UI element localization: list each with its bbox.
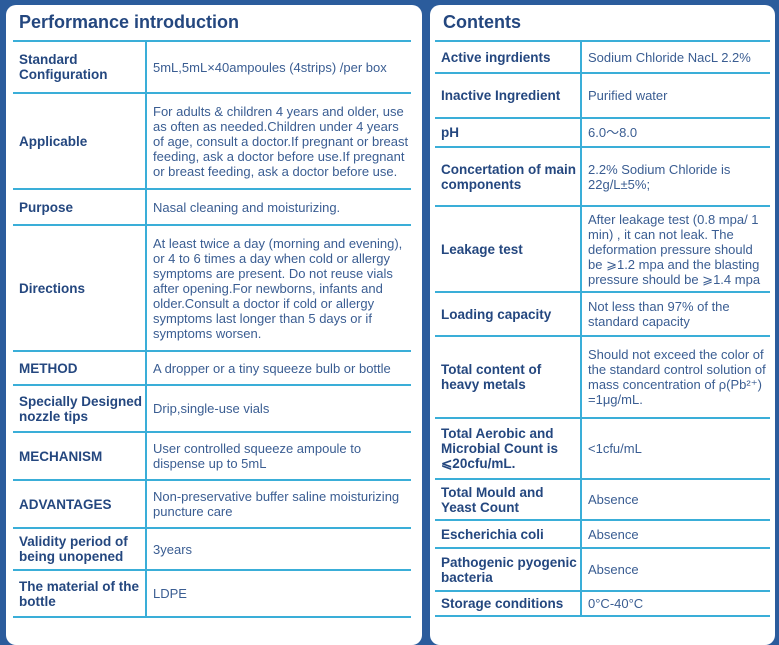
contents-panel: Contents Active ingrdients Sodium Chlorid… — [430, 5, 775, 645]
table-row: Escherichia coli Absence — [435, 519, 770, 549]
row-label: Storage conditions — [435, 590, 582, 617]
table-row: Leakage test After leakage test (0.8 mpa/… — [435, 205, 770, 293]
row-label: Escherichia coli — [435, 519, 582, 549]
row-value: Sodium Chloride NacL 2.2% — [581, 40, 770, 74]
row-label: Concertation of main components — [435, 146, 582, 207]
row-label: pH — [435, 117, 582, 148]
row-value: Not less than 97% of the standard capaci… — [581, 291, 770, 337]
table-row: Total content of heavy metals Should not … — [435, 335, 770, 419]
row-value: Nasal cleaning and moisturizing. — [146, 188, 411, 226]
row-label: The material of the bottle — [13, 569, 147, 618]
table-row: METHOD A dropper or a tiny squeeze bulb o… — [13, 350, 411, 386]
row-label: Loading capacity — [435, 291, 582, 337]
table-row: Total Aerobic and Microbial Count is ⩽20… — [435, 417, 770, 480]
row-value: 0°C-40°C — [581, 590, 770, 617]
table-row: ADVANTAGES Non-preservative buffer saline… — [13, 479, 411, 529]
row-label: Specially Designed nozzle tips — [13, 384, 147, 433]
row-label: Total Mould and Yeast Count — [435, 478, 582, 521]
row-value: For adults & children 4 years and older,… — [146, 92, 411, 190]
row-label: Applicable — [13, 92, 147, 190]
row-label: Pathogenic pyogenic bacteria — [435, 547, 582, 592]
row-label: Active ingrdients — [435, 40, 582, 74]
table-row: The material of the bottle LDPE — [13, 569, 411, 618]
row-value: 3years — [146, 527, 411, 571]
row-value: <1cfu/mL — [581, 417, 770, 480]
row-value: At least twice a day (morning and evenin… — [146, 224, 411, 352]
row-label: Purpose — [13, 188, 147, 226]
table-row: Inactive Ingredient Purified water — [435, 72, 770, 119]
table-row: Standard Configuration 5mL,5mL×40ampoules… — [13, 40, 411, 94]
table-row: Validity period of being unopened 3years — [13, 527, 411, 571]
table-row: Concertation of main components 2.2% Sodi… — [435, 146, 770, 207]
row-label: Inactive Ingredient — [435, 72, 582, 119]
performance-title: Performance introduction — [19, 12, 240, 32]
row-value: Absence — [581, 478, 770, 521]
table-row: Directions At least twice a day (morning … — [13, 224, 411, 352]
row-value: 6.0～8.0 — [581, 117, 770, 148]
row-label: MECHANISM — [13, 431, 147, 481]
row-value: Absence — [581, 547, 770, 592]
row-label: Directions — [13, 224, 147, 352]
row-label: Leakage test — [435, 205, 582, 293]
contents-title: Contents — [443, 12, 521, 32]
table-row: pH 6.0～8.0 — [435, 117, 770, 148]
row-value: LDPE — [146, 569, 411, 618]
table-row: Applicable For adults & children 4 years … — [13, 92, 411, 190]
table-row: Active ingrdients Sodium Chloride NacL 2.… — [435, 40, 770, 74]
row-label: Standard Configuration — [13, 40, 147, 94]
performance-panel: Performance introduction Standard Config… — [6, 5, 422, 645]
row-value: 5mL,5mL×40ampoules (4strips) /per box — [146, 40, 411, 94]
row-label: Total content of heavy metals — [435, 335, 582, 419]
row-value: Purified water — [581, 72, 770, 119]
table-row: Total Mould and Yeast Count Absence — [435, 478, 770, 521]
table-row: Specially Designed nozzle tips Drip,singl… — [13, 384, 411, 433]
table-row: MECHANISM User controlled squeeze ampoule… — [13, 431, 411, 481]
table-row: Purpose Nasal cleaning and moisturizing. — [13, 188, 411, 226]
row-value: A dropper or a tiny squeeze bulb or bott… — [146, 350, 411, 386]
row-value: Should not exceed the color of the stand… — [581, 335, 770, 419]
table-row: Storage conditions 0°C-40°C — [435, 590, 770, 617]
table-row: Pathogenic pyogenic bacteria Absence — [435, 547, 770, 592]
row-label: Validity period of being unopened — [13, 527, 147, 571]
row-value: 2.2% Sodium Chloride is 22g/L±5%; — [581, 146, 770, 207]
row-value: User controlled squeeze ampoule to dispe… — [146, 431, 411, 481]
row-value: Absence — [581, 519, 770, 549]
row-label: ADVANTAGES — [13, 479, 147, 529]
row-value: Drip,single-use vials — [146, 384, 411, 433]
row-value: Non-preservative buffer saline moisturiz… — [146, 479, 411, 529]
row-value: After leakage test (0.8 mpa/ 1 min) , it… — [581, 205, 770, 293]
contents-table: Active ingrdients Sodium Chloride NacL 2.… — [435, 40, 770, 617]
row-label: Total Aerobic and Microbial Count is ⩽20… — [435, 417, 582, 480]
performance-table: Standard Configuration 5mL,5mL×40ampoules… — [13, 40, 411, 618]
table-row: Loading capacity Not less than 97% of the… — [435, 291, 770, 337]
row-label: METHOD — [13, 350, 147, 386]
